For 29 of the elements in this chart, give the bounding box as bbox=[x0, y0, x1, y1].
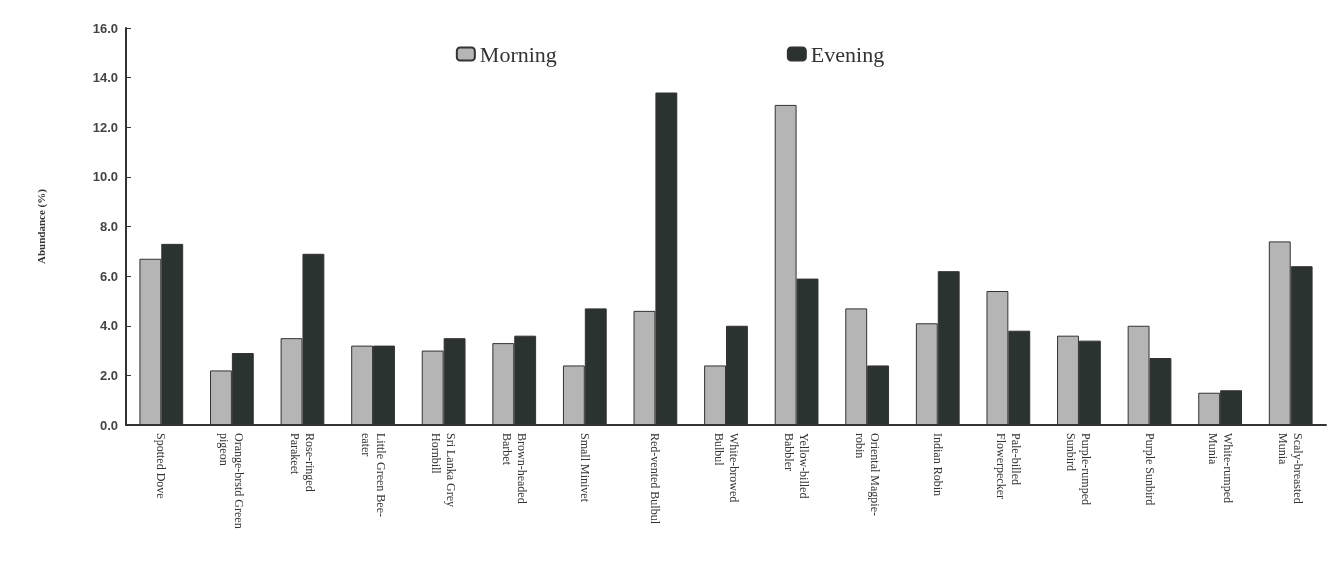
x-tick-label: White-browed Bulbul bbox=[711, 433, 741, 503]
x-tick-label: White-rumped Munia bbox=[1205, 433, 1235, 503]
legend-label: Evening bbox=[810, 41, 885, 67]
y-tick-label: 14.0 bbox=[92, 70, 118, 86]
x-tick-label: Rose-ringed Parakeet bbox=[287, 433, 317, 492]
x-tick-label: Purple-rumped Sunbird bbox=[1064, 433, 1094, 505]
y-tick-label: 16.0 bbox=[92, 20, 118, 36]
x-tick-label: Indian Robin bbox=[930, 433, 945, 496]
y-tick-label: 6.0 bbox=[99, 268, 118, 284]
x-tick-label: Purple Sunbird bbox=[1142, 433, 1157, 506]
y-tick-label: 4.0 bbox=[99, 318, 118, 334]
y-tick-label: 8.0 bbox=[99, 219, 118, 234]
x-tick-label: Spotted Dove bbox=[154, 433, 169, 499]
legend-label: Morning bbox=[479, 41, 557, 67]
x-tick-label: Small Minivet bbox=[577, 433, 592, 503]
y-tick-label: 12.0 bbox=[92, 119, 118, 135]
x-tick-label: Pale-billed Flowerpecker bbox=[993, 433, 1023, 499]
x-tick-label: Oriental Magpie- robin bbox=[852, 433, 882, 516]
y-tick-label: 2.0 bbox=[99, 367, 118, 383]
x-tick-label: Red-vented Bulbul bbox=[648, 433, 663, 525]
x-tick-label: Brown-headed Barbet bbox=[499, 433, 529, 504]
x-tick-label: Little Green Bee- eater bbox=[358, 433, 388, 517]
x-tick-label: Scaly-breasted Munia bbox=[1276, 433, 1306, 504]
x-tick-label: Sri Lanka Grey Hornbill bbox=[429, 433, 459, 507]
y-axis-title: Abundance (%) bbox=[34, 188, 48, 264]
x-tick-label: Yellow-billed Babbler bbox=[782, 433, 812, 499]
x-tick-label: Orange-brstd Green pigeon bbox=[217, 433, 247, 529]
y-tick-label: 10.0 bbox=[92, 169, 118, 185]
y-tick-label: 0.0 bbox=[99, 417, 118, 433]
